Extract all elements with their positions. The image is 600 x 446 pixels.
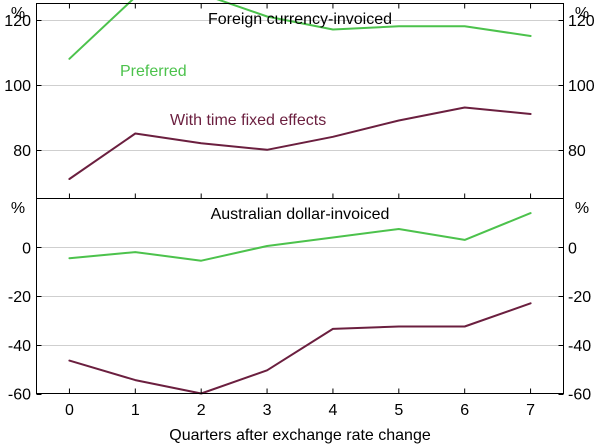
series-line-panel1-series1 xyxy=(68,302,532,395)
y-tick-label-left: -40 xyxy=(8,338,31,355)
x-tick-label: 5 xyxy=(394,402,403,419)
x-tick-label: 1 xyxy=(131,402,140,419)
x-tick-label: 6 xyxy=(460,402,469,419)
top-panel-title: Foreign currency-invoiced xyxy=(208,11,392,28)
y-tick-label-right: -20 xyxy=(568,289,591,306)
y-tick-label-left: 100 xyxy=(4,78,31,95)
top-right-unit-label: % xyxy=(575,5,589,22)
y-tick-label-right: 0 xyxy=(568,240,577,257)
y-tick-label-right: 80 xyxy=(568,143,586,160)
series-line-panel0-series0 xyxy=(68,0,532,60)
x-tick-label: 7 xyxy=(526,402,535,419)
bottom-panel-title: Australian dollar-invoiced xyxy=(211,206,390,223)
top-left-unit-label: % xyxy=(11,5,25,22)
y-tick-label-right: -60 xyxy=(568,387,591,404)
legend-label-preferred: Preferred xyxy=(120,63,187,80)
legend-label-time-fixed-effects: With time fixed effects xyxy=(170,112,326,129)
y-tick-label-right: -40 xyxy=(568,338,591,355)
x-tick-label: 3 xyxy=(263,402,272,419)
y-tick-label-left: -20 xyxy=(8,289,31,306)
series-line-panel0-series1 xyxy=(68,106,532,180)
y-tick-label-left: -60 xyxy=(8,387,31,404)
x-tick-label: 0 xyxy=(65,402,74,419)
y-tick-label-left: 120 xyxy=(4,13,31,30)
x-axis-title: Quarters after exchange rate change xyxy=(169,427,431,444)
y-tick-label-left: 80 xyxy=(13,143,31,160)
y-tick-label-right: 120 xyxy=(568,13,595,30)
series-line-panel1-series0 xyxy=(68,212,532,262)
bottom-right-unit-label: % xyxy=(575,200,589,217)
y-tick-label-left: 0 xyxy=(22,240,31,257)
y-tick-label-right: 100 xyxy=(568,78,595,95)
x-tick-label: 4 xyxy=(328,402,337,419)
x-tick-label: 2 xyxy=(197,402,206,419)
bottom-left-unit-label: % xyxy=(11,200,25,217)
